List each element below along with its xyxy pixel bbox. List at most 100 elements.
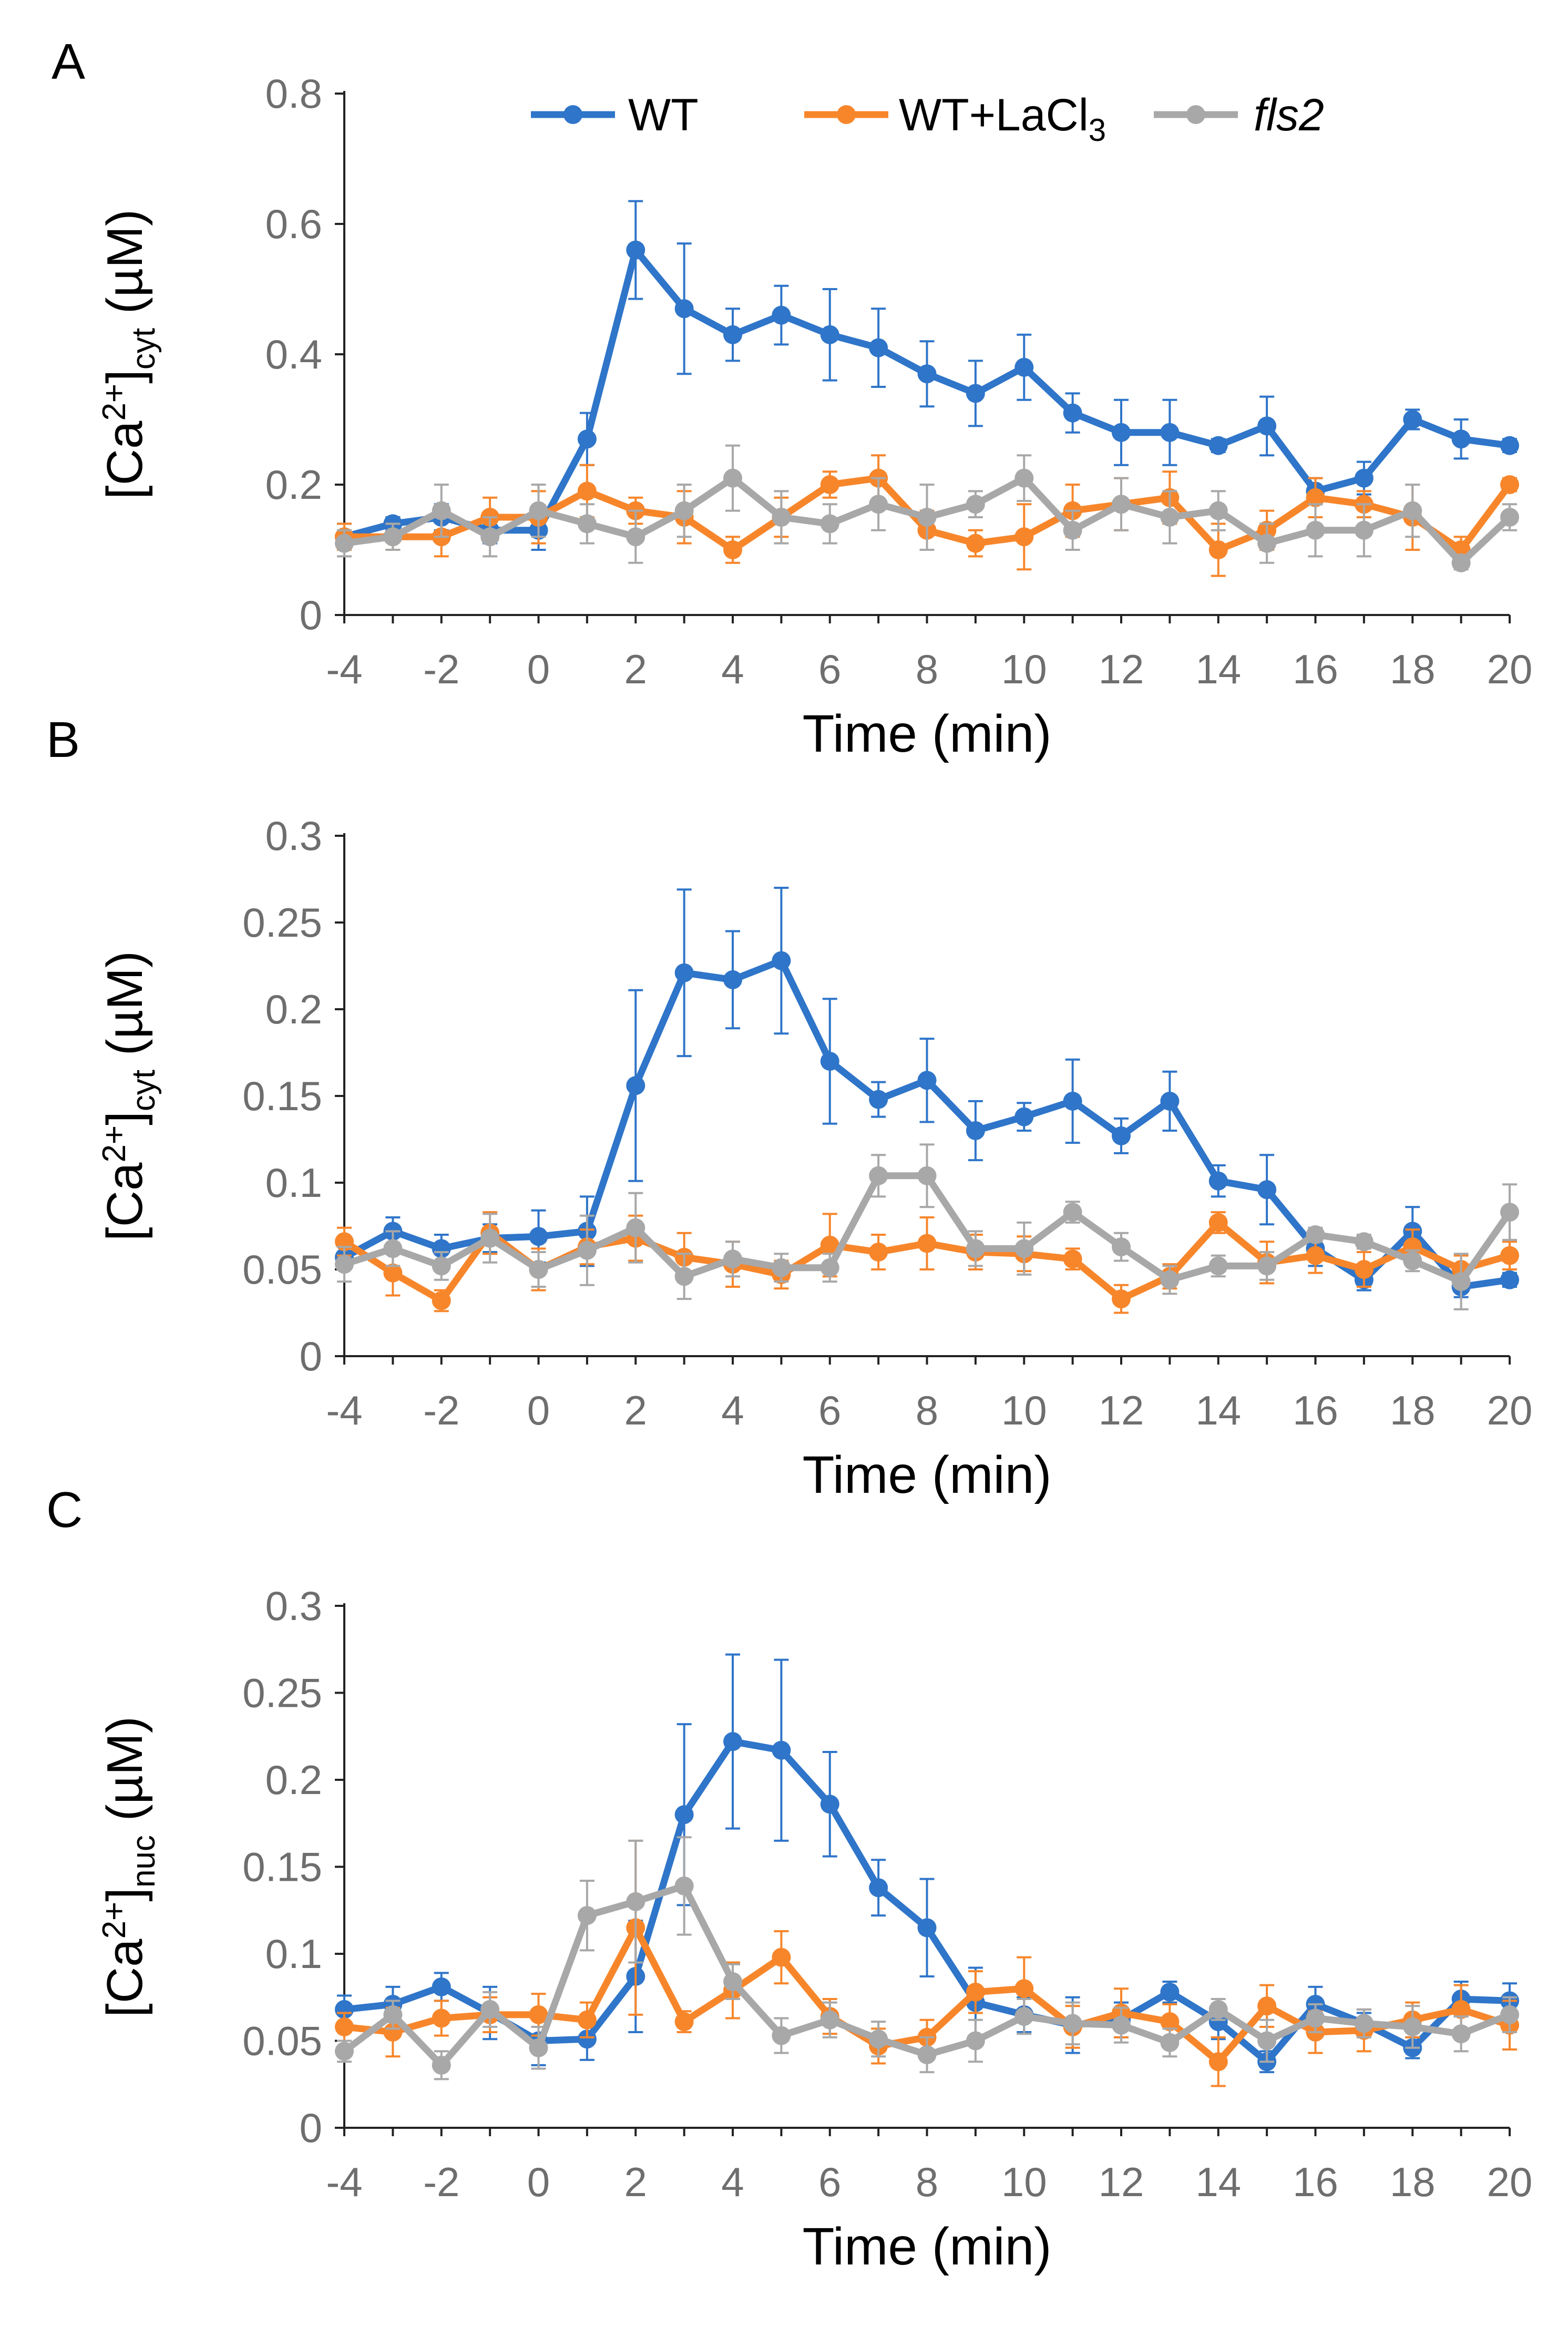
series-fls2 [335,1143,1519,1310]
y-label-superscript: 2+ [96,1125,132,1163]
data-point [674,1267,694,1286]
legend-label-subscript: 3 [1089,112,1106,148]
x-tick-label: 20 [1487,1387,1533,1433]
x-tick-label: 8 [916,1387,938,1433]
data-point [1500,1270,1519,1289]
series-fls2 [335,1836,1519,2080]
y-tick-label: 0 [300,2105,322,2151]
x-tick-label: 6 [818,2159,841,2205]
data-point [966,495,985,514]
data-point [1160,2033,1180,2052]
data-point [383,1263,403,1283]
y-tick-label: 0.1 [265,1160,322,1206]
x-tick-label: -2 [423,646,459,692]
data-point [1112,1126,1131,1145]
x-tick-label: 10 [1001,2159,1047,2205]
data-point [529,1227,548,1246]
data-point [577,481,597,501]
legend-item-fls2: fls2 [1154,90,1324,140]
data-point [577,1906,597,1925]
data-point [820,514,839,534]
data-point [772,951,791,970]
data-point [772,1948,791,1967]
data-point [1257,1256,1277,1276]
data-point [723,325,742,344]
data-point [772,2026,791,2045]
y-label-main: [Ca [97,421,153,499]
data-point [966,1239,985,1258]
data-point [432,501,451,520]
data-point [674,1876,694,1895]
data-point [1160,1091,1180,1111]
legend-item-wt: WT [531,90,699,140]
data-point [1160,508,1180,527]
data-point [917,1166,937,1185]
legend-label: WT [628,90,699,140]
y-axis-label: [Ca2+]nuc (µM) [96,1716,162,2017]
data-point [1257,1180,1277,1200]
y-tick-label: 0.3 [265,1583,322,1629]
data-point [1208,501,1228,520]
y-label-unit: (µM) [97,209,153,328]
data-point [1014,357,1034,377]
legend-label-text: WT+LaCl [899,90,1089,140]
x-axis-label: Time (min) [802,2217,1051,2276]
series-wt [335,200,1519,551]
x-tick-label: 20 [1487,2159,1533,2205]
x-tick-label: 18 [1390,2159,1436,2205]
data-point [626,527,645,547]
data-point [1451,2000,1471,2019]
x-tick-label: -4 [326,1387,362,1433]
chart-panel-C: C 0 0.05 0.1 0.15 0.2 0.25 0.3 -4 -2 0 2 4 6 8 10 12 14 16… [46,1482,1532,2276]
data-point [820,1235,839,1255]
data-point [772,1740,791,1760]
data-point [335,2042,354,2061]
y-label-main: [Ca [97,1162,153,1241]
data-point [1451,553,1471,572]
legend-marker [563,105,582,124]
data-point [1306,488,1325,507]
y-label-unit: (µM) [97,1716,153,1835]
data-point [1257,1996,1277,2016]
data-point [626,240,645,260]
legend-label: fls2 [1254,90,1324,140]
x-tick-label: 8 [916,646,938,692]
legend-item-wt-lacl3: WT+LaCl3 [804,90,1106,148]
data-point [1500,1203,1519,1222]
x-axis-label: Time (min) [802,1446,1051,1504]
y-label-superscript: 2+ [96,1902,132,1939]
y-label-superscript: 2+ [96,384,132,421]
data-point [1014,527,1034,547]
x-tick-label: 16 [1293,2159,1338,2205]
x-tick-label: 12 [1099,1387,1144,1433]
y-tick-label: 0.8 [265,70,322,117]
data-point [1063,403,1082,423]
data-point [1208,2052,1228,2072]
data-point [820,1795,839,1814]
data-point [1306,2008,1325,2028]
data-point [1112,2015,1131,2035]
chart-panel-A: A 0 0.2 0.4 0.6 0.8 -4 -2 0 2 4 6 8 10 12 14 16 18 20 Time … [52,34,1532,763]
series-fls2 [335,444,1519,572]
data-point [917,1071,937,1090]
y-axis-label: [Ca2+]cyt (µM) [96,209,162,499]
y-tick-label: 0.2 [265,1757,322,1803]
x-tick-label: 12 [1099,2159,1144,2205]
data-point [1112,1289,1131,1309]
data-point [1403,1237,1422,1257]
data-point [869,1090,888,1109]
data-point [1014,1979,1034,1998]
y-tick-label: 0.1 [265,1931,322,1977]
data-point [674,963,694,982]
data-point [1112,423,1131,442]
data-point [1500,436,1519,455]
data-point [1208,1213,1228,1232]
x-tick-label: 18 [1390,646,1436,692]
x-tick-label: 16 [1293,646,1338,692]
y-tick-label: 0.6 [265,201,322,247]
data-point [1208,540,1228,559]
y-tick-label: 0.15 [242,1844,322,1890]
data-point [529,2005,548,2024]
data-point [820,1052,839,1071]
